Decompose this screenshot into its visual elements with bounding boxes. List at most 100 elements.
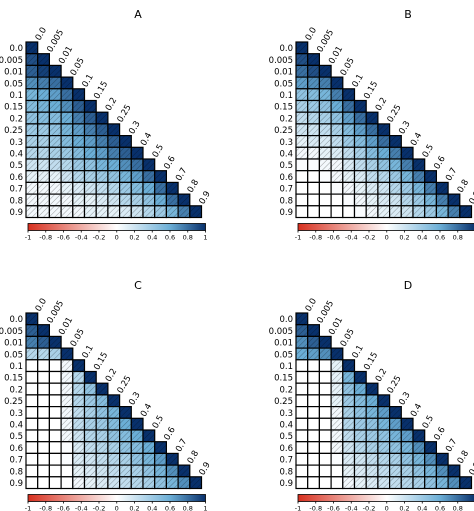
cell-hatch (401, 430, 413, 442)
heatmap-cell (48, 441, 62, 455)
cell-hatch (355, 407, 366, 418)
heatmap-cell (60, 464, 74, 478)
row-label: 0.9 (9, 479, 23, 489)
heatmap-cell (60, 452, 74, 466)
cell-hatch (61, 89, 73, 100)
heatmap-cell (330, 181, 344, 195)
colorbar-tick-label: 0 (115, 505, 119, 511)
row-label: 0.4 (9, 420, 23, 430)
cell-hatch (143, 477, 155, 488)
col-label: 0.0 (34, 26, 49, 43)
cell-hatch (96, 383, 108, 395)
cell-hatch (73, 206, 84, 217)
cell-hatch (366, 383, 378, 395)
cell-hatch (167, 465, 178, 477)
cell-hatch (296, 77, 308, 89)
cell-hatch (143, 206, 155, 217)
cell-hatch (366, 477, 378, 488)
cell-hatch (343, 89, 354, 100)
cell-hatch (167, 194, 178, 206)
cell-hatch (50, 337, 61, 348)
colorbar-tick-label: 0.8 (453, 234, 463, 242)
cell-hatch (390, 418, 401, 430)
cell-hatch (131, 206, 143, 217)
row-label: 0.15 (4, 374, 23, 384)
row-label: 0.1 (279, 91, 293, 101)
cell-hatch (296, 124, 308, 135)
cell-hatch (366, 442, 378, 453)
cell-hatch (331, 407, 343, 418)
cell-hatch (61, 77, 73, 89)
cell-hatch (85, 454, 96, 465)
cell-hatch (50, 183, 61, 194)
cell-hatch (73, 183, 84, 194)
cell-hatch (26, 171, 38, 182)
col-label: 0.1 (350, 73, 365, 90)
cell-hatch (378, 477, 389, 488)
heatmap-cell (318, 429, 332, 443)
cell-hatch (460, 477, 471, 488)
cell-hatch (378, 454, 389, 465)
col-label: 0.9 (197, 461, 212, 478)
cell-hatch (73, 89, 84, 100)
cell-hatch (73, 194, 84, 206)
cell-hatch (73, 465, 84, 477)
row-label: 0.6 (9, 444, 23, 454)
cell-hatch (155, 454, 166, 465)
cell-hatch (296, 112, 308, 124)
row-label: 0.7 (9, 456, 23, 466)
cell-hatch (308, 136, 319, 147)
cell-hatch (120, 442, 131, 453)
cell-hatch (366, 171, 378, 182)
cell-hatch (366, 206, 378, 217)
cell-hatch (343, 101, 354, 112)
cell-hatch (366, 430, 378, 442)
cell-hatch (343, 395, 354, 406)
col-label: 0.8 (456, 178, 471, 195)
cell-hatch (143, 183, 155, 194)
cell-hatch (437, 454, 448, 465)
row-label: 0.005 (269, 56, 293, 66)
panel-title: B (404, 8, 412, 21)
colorbar-tick-label: -1 (25, 234, 31, 242)
cell-hatch (390, 407, 401, 418)
cell-hatch (343, 372, 354, 383)
cell-hatch (401, 465, 413, 477)
cell-hatch (320, 124, 331, 135)
cell-hatch (38, 112, 49, 124)
cell-hatch (355, 395, 366, 406)
heatmap-cell (307, 406, 321, 419)
heatmap-cell (295, 417, 309, 431)
cell-hatch (320, 348, 331, 360)
heatmap-cell (307, 170, 321, 183)
cell-hatch (50, 159, 61, 171)
row-label: 0.8 (9, 467, 23, 477)
col-label: 0.7 (174, 166, 189, 183)
cell-hatch (85, 477, 96, 488)
cell-hatch (343, 418, 354, 430)
colorbar-tick-label: -1 (295, 234, 301, 242)
cell-hatch (61, 159, 73, 171)
cell-hatch (61, 124, 73, 135)
cell-hatch (378, 206, 389, 217)
cell-hatch (61, 407, 73, 418)
heatmap-cell (307, 452, 321, 466)
cell-hatch (355, 112, 366, 124)
cell-hatch (296, 313, 308, 325)
cell-hatch (378, 136, 389, 147)
cell-hatch (61, 171, 73, 182)
col-label: 0.15 (92, 80, 110, 101)
row-label: 0.8 (9, 196, 23, 206)
cell-hatch (73, 418, 84, 430)
cell-hatch (425, 454, 436, 465)
col-label: 0.4 (409, 131, 424, 148)
col-label: 0.01 (57, 315, 75, 336)
col-label: 0.01 (327, 315, 345, 336)
cell-hatch (96, 194, 108, 206)
col-label: 0.1 (350, 344, 365, 361)
cell-hatch (390, 477, 401, 488)
cell-hatch (61, 183, 73, 194)
cell-hatch (131, 418, 143, 430)
row-label: 0.005 (0, 327, 23, 337)
cell-hatch (108, 395, 119, 406)
